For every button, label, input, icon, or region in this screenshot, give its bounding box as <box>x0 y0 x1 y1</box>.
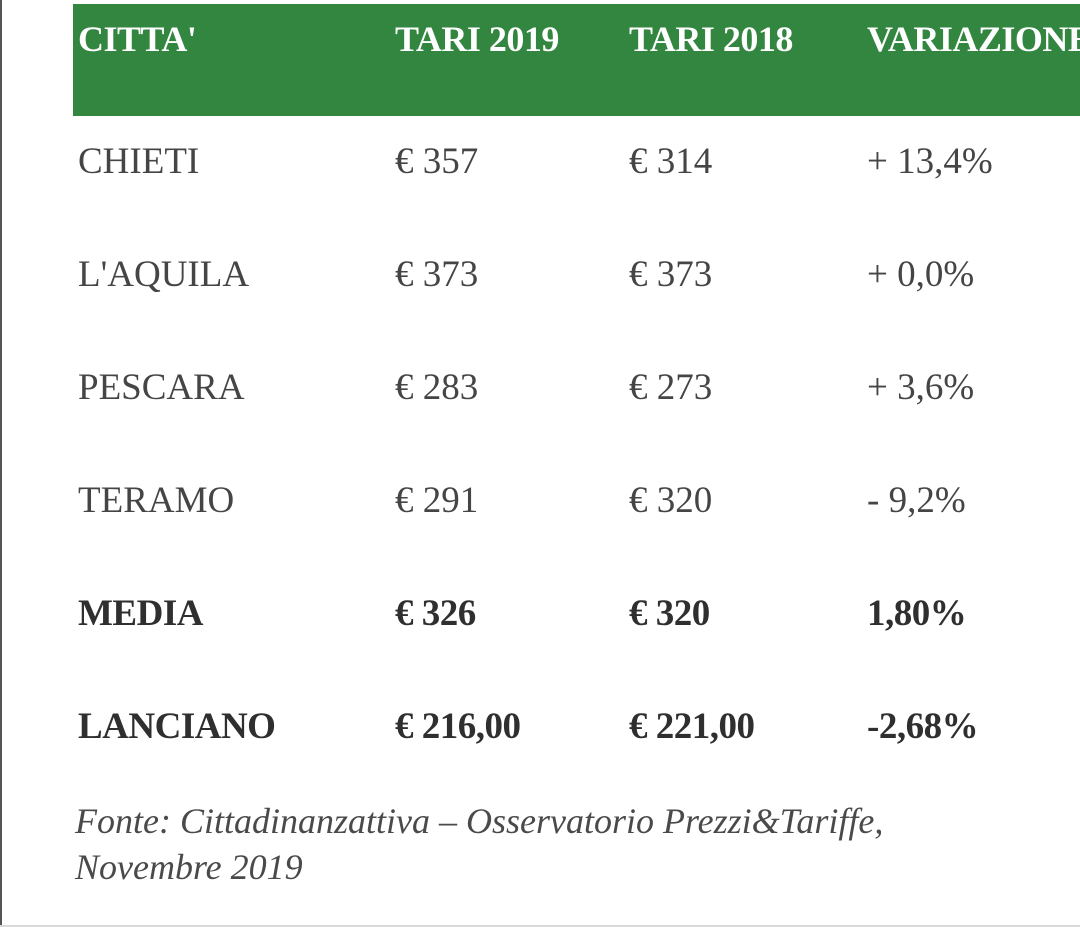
tari-comparison-table: CITTA' TARI 2019 TARI 2018 VARIAZIONE CH… <box>73 4 1080 794</box>
cell-city: CHIETI <box>78 141 200 182</box>
cell-tari-2019: € 216,00 <box>395 706 521 747</box>
table-header-row: CITTA' TARI 2019 TARI 2018 VARIAZIONE <box>73 4 1080 116</box>
table-row-pescara: PESCARA € 283 € 273 + 3,6% <box>73 342 1080 455</box>
cell-tari-2018: € 314 <box>629 141 713 182</box>
cell-variation: 1,80% <box>867 593 967 634</box>
header-tari-2018: TARI 2018 <box>629 19 793 59</box>
cell-variation: -2,68% <box>867 706 979 747</box>
header-variation: VARIAZIONE <box>867 19 1080 59</box>
cell-variation: - 9,2% <box>867 480 966 521</box>
cell-tari-2018: € 273 <box>629 367 713 408</box>
left-border-line <box>0 0 2 927</box>
tari-table-container: CITTA' TARI 2019 TARI 2018 VARIAZIONE CH… <box>73 4 1080 794</box>
table-row-teramo: TERAMO € 291 € 320 - 9,2% <box>73 455 1080 568</box>
source-line-1: Fonte: Cittadinanzattiva – Osservatorio … <box>75 801 884 841</box>
cell-variation: + 13,4% <box>867 141 993 182</box>
cell-tari-2018: € 320 <box>629 593 710 634</box>
cell-tari-2018: € 320 <box>629 480 713 521</box>
header-tari-2019: TARI 2019 <box>395 19 559 59</box>
table-row-media: MEDIA € 326 € 320 1,80% <box>73 568 1080 681</box>
cell-tari-2019: € 326 <box>395 593 476 634</box>
cell-tari-2019: € 373 <box>395 254 479 295</box>
cell-city: MEDIA <box>78 593 203 634</box>
table-row-chieti: CHIETI € 357 € 314 + 13,4% <box>73 116 1080 229</box>
source-line-2: Novembre 2019 <box>75 847 303 887</box>
cell-tari-2019: € 357 <box>395 141 479 182</box>
cell-city: L'AQUILA <box>78 254 250 295</box>
cell-tari-2018: € 221,00 <box>629 706 755 747</box>
bottom-border-line <box>0 925 1080 927</box>
cell-city: TERAMO <box>78 480 235 521</box>
cell-tari-2018: € 373 <box>629 254 713 295</box>
cell-city: PESCARA <box>78 367 245 408</box>
table-row-laquila: L'AQUILA € 373 € 373 + 0,0% <box>73 229 1080 342</box>
cell-tari-2019: € 283 <box>395 367 479 408</box>
cell-variation: + 0,0% <box>867 254 975 295</box>
table-row-lanciano: LANCIANO € 216,00 € 221,00 -2,68% <box>73 681 1080 794</box>
cell-city: LANCIANO <box>78 706 276 747</box>
source-caption: Fonte: Cittadinanzattiva – Osservatorio … <box>75 798 1065 890</box>
cell-tari-2019: € 291 <box>395 480 479 521</box>
header-city: CITTA' <box>78 19 197 59</box>
cell-variation: + 3,6% <box>867 367 975 408</box>
